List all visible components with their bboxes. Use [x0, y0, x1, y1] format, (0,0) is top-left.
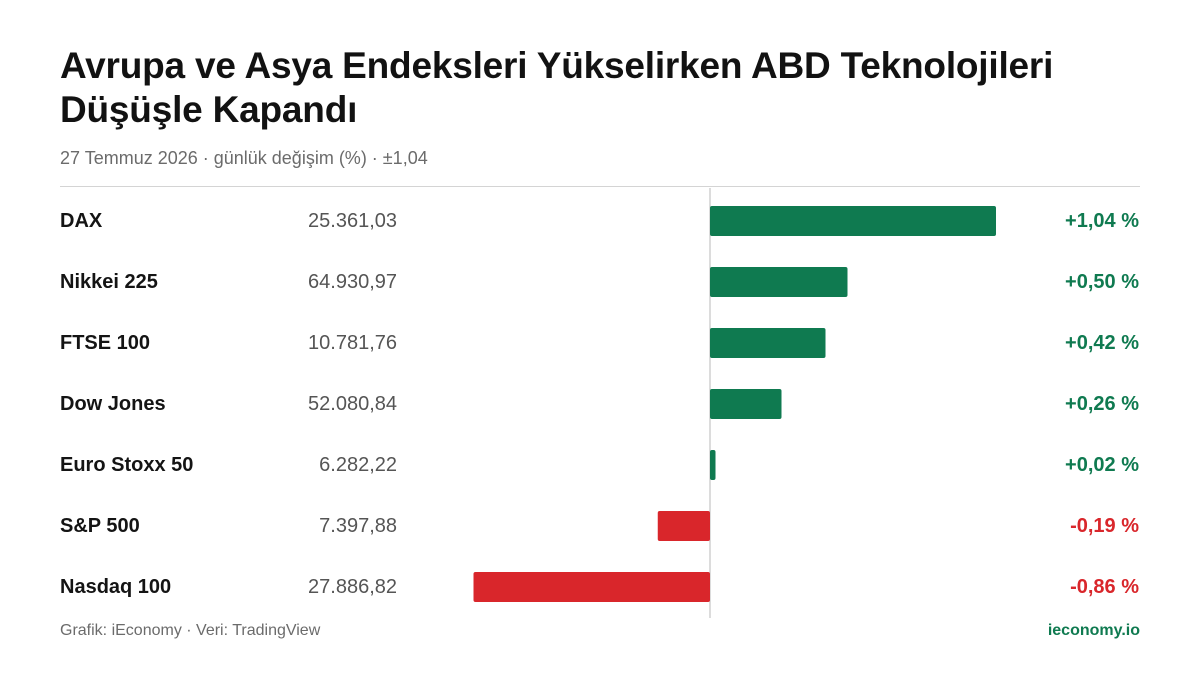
chart-row: Euro Stoxx 50 6.282,22 +0,02 % [60, 450, 1139, 480]
change-bar [710, 450, 716, 480]
change-label: -0,86 % [1070, 576, 1139, 598]
change-bar [657, 511, 710, 541]
chart-row: FTSE 100 10.781,76 +0,42 % [60, 328, 1139, 358]
index-level: 25.361,03 [308, 210, 397, 232]
change-label: +0,42 % [1065, 332, 1139, 354]
index-level: 6.282,22 [319, 454, 397, 476]
index-name: Dow Jones [60, 393, 166, 415]
index-name: Nikkei 225 [60, 271, 158, 293]
index-level: 10.781,76 [308, 332, 397, 354]
index-level: 64.930,97 [308, 271, 397, 293]
change-label: +0,02 % [1065, 454, 1139, 476]
index-name: Euro Stoxx 50 [60, 454, 193, 476]
change-bar [473, 572, 710, 602]
chart-row: S&P 500 7.397,88 -0,19 % [60, 511, 1139, 541]
change-bar [710, 389, 782, 419]
change-bar [710, 267, 848, 297]
chart-title: Avrupa ve Asya Endeksleri Yükselirken AB… [60, 45, 1054, 130]
change-bar [710, 206, 996, 236]
index-level: 52.080,84 [308, 393, 397, 415]
index-level: 27.886,82 [308, 576, 397, 598]
chart-subtitle: 27 Temmuz 2026 · günlük değişim (%) · ±1… [60, 148, 428, 168]
chart-row: Nikkei 225 64.930,97 +0,50 % [60, 267, 1139, 297]
index-name: FTSE 100 [60, 332, 150, 354]
change-label: +0,50 % [1065, 271, 1139, 293]
index-name: DAX [60, 210, 103, 232]
index-name: S&P 500 [60, 515, 140, 537]
chart-row: DAX 25.361,03 +1,04 % [60, 206, 1139, 236]
header-divider [60, 186, 1140, 187]
index-name: Nasdaq 100 [60, 576, 171, 598]
source-credit: Grafik: iEconomy · Veri: TradingView [60, 622, 321, 639]
chart-row: Nasdaq 100 27.886,82 -0,86 % [60, 572, 1139, 602]
brand-link[interactable]: ieconomy.io [1047, 622, 1140, 639]
change-bar [710, 328, 826, 358]
change-label: +1,04 % [1065, 210, 1139, 232]
chart-row: Dow Jones 52.080,84 +0,26 % [60, 389, 1139, 419]
change-label: +0,26 % [1065, 393, 1139, 415]
index-level: 7.397,88 [319, 515, 397, 537]
change-label: -0,19 % [1070, 515, 1139, 537]
